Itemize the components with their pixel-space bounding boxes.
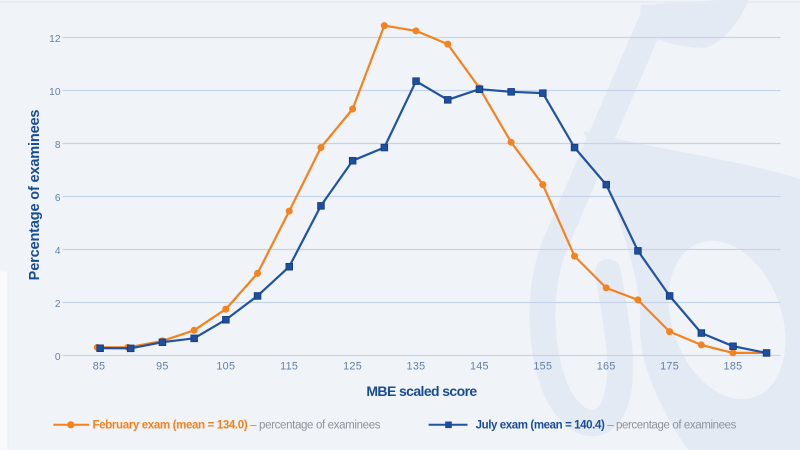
svg-text:Percentage of examinees: Percentage of examinees xyxy=(27,110,43,281)
svg-text:85: 85 xyxy=(93,361,106,373)
svg-text:8: 8 xyxy=(55,140,61,151)
svg-text:2: 2 xyxy=(55,299,61,310)
svg-text:6: 6 xyxy=(55,193,61,204)
svg-text:155: 155 xyxy=(533,361,552,373)
svg-text:165: 165 xyxy=(597,361,616,373)
svg-text:185: 185 xyxy=(724,361,743,373)
svg-text:10: 10 xyxy=(49,87,61,98)
svg-text:4: 4 xyxy=(55,246,61,257)
svg-text:July exam (mean = 140.4) – per: July exam (mean = 140.4) – percentage of… xyxy=(476,420,737,432)
svg-text:12: 12 xyxy=(49,34,61,45)
svg-text:145: 145 xyxy=(470,361,489,373)
svg-text:105: 105 xyxy=(216,361,235,373)
svg-text:175: 175 xyxy=(660,361,679,373)
svg-text:0: 0 xyxy=(55,352,61,363)
svg-text:MBE scaled score: MBE scaled score xyxy=(366,383,477,399)
svg-text:125: 125 xyxy=(343,361,362,373)
svg-text:115: 115 xyxy=(280,361,298,373)
svg-text:95: 95 xyxy=(156,361,169,373)
svg-text:February exam (mean = 134.0) –: February exam (mean = 134.0) – percentag… xyxy=(93,420,381,432)
svg-text:135: 135 xyxy=(407,361,426,373)
